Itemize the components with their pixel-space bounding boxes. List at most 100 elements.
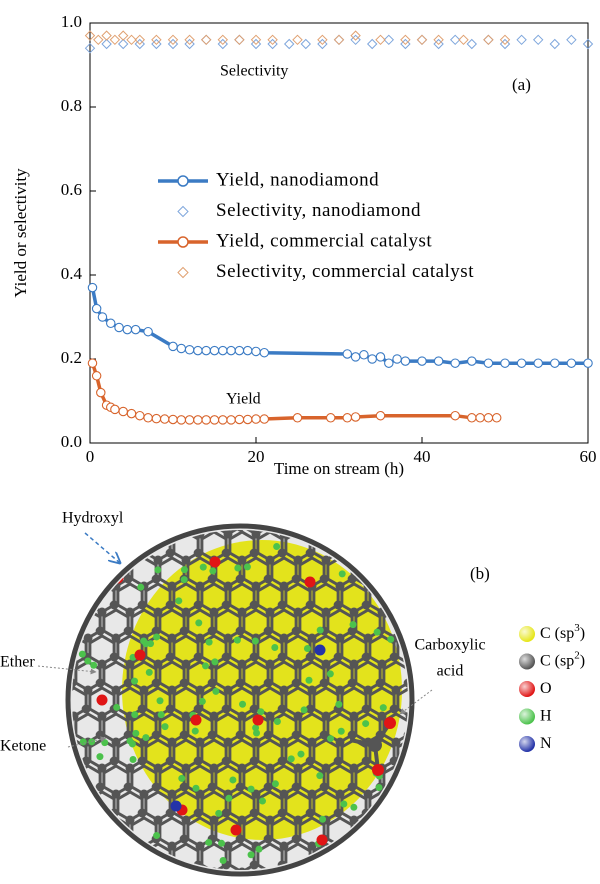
legend-label: C (sp2) [540,649,585,669]
atom [432,835,441,844]
atom [432,627,441,636]
atom [56,790,65,799]
atom [140,530,149,539]
hexagon [342,844,366,872]
hexagon [356,506,380,534]
atom [158,711,165,718]
atom [432,523,441,532]
data-point [451,359,459,367]
atom [181,576,188,583]
data-point [227,346,235,354]
data-point [202,35,211,44]
atom [390,861,399,870]
atom [138,861,147,870]
annotation: Ketone [0,738,46,755]
chart-a: (a) Time on stream (h) Yield or selectiv… [11,12,597,478]
hexagon [370,532,394,560]
atom [387,636,394,643]
data-point [119,407,127,415]
atom [96,753,103,760]
hexagon [412,610,436,638]
annotation: Hydroxyl [62,510,124,527]
hexagon [62,532,86,560]
hexagon [118,844,142,872]
x-tick-label: 60 [580,447,597,466]
data-point [97,388,105,396]
legend-label: H [540,707,552,724]
panel-label: (a) [512,75,531,94]
hexagon [384,558,408,586]
data-point [219,346,227,354]
atom [418,705,427,714]
data-point [418,357,426,365]
data-point [161,415,169,423]
legend-label: Selectivity, nanodiamond [216,200,421,221]
atom [131,711,138,718]
atom [157,697,164,704]
data-point [567,359,575,367]
atom [406,868,415,877]
atom [406,608,415,617]
data-point [252,347,260,355]
atom [446,861,455,870]
atom [376,835,385,844]
data-point [534,359,542,367]
data-point [98,313,106,321]
data-point [110,35,119,44]
data-point [335,35,344,44]
data-point [107,319,115,327]
data-point [94,35,103,44]
data-point [131,325,139,333]
atom [380,704,387,711]
data-point [351,413,359,421]
atom [390,809,399,818]
data-point [119,31,128,40]
atom [392,582,401,591]
data-point [92,372,100,380]
atom [206,639,213,646]
atom [392,790,401,799]
data-point [501,359,509,367]
data-point [244,415,252,423]
data-point [567,35,576,44]
atom [434,868,443,877]
atom [420,790,429,799]
atom [82,861,91,870]
atom [192,785,199,792]
atom [305,577,316,588]
atom [229,776,236,783]
hexagon [48,558,72,586]
hexagon [426,844,450,872]
data-point [210,416,218,424]
data-point [484,359,492,367]
hexagon [76,818,100,846]
hexagon [384,506,408,534]
series-line [92,288,588,364]
hexagon [62,844,86,872]
atom [56,686,65,695]
data-point [550,40,559,49]
legend-marker [178,176,188,186]
legend-marker [178,207,188,217]
atom [364,842,373,851]
atom [350,804,357,811]
data-point [144,328,152,336]
hexagon [412,714,436,742]
atom [82,549,91,558]
data-point [144,414,152,422]
atom [56,582,65,591]
atom [84,658,91,665]
data-point [260,349,268,357]
atom [271,644,278,651]
atom [154,566,161,573]
data-point [468,357,476,365]
data-point [534,35,543,44]
data-point [210,346,218,354]
atom [98,556,107,565]
legend-label: Yield, commercial catalyst [216,230,432,251]
atom [112,842,121,851]
data-point [252,415,260,423]
data-point [360,351,368,359]
atom [192,728,199,735]
atom [98,816,107,825]
